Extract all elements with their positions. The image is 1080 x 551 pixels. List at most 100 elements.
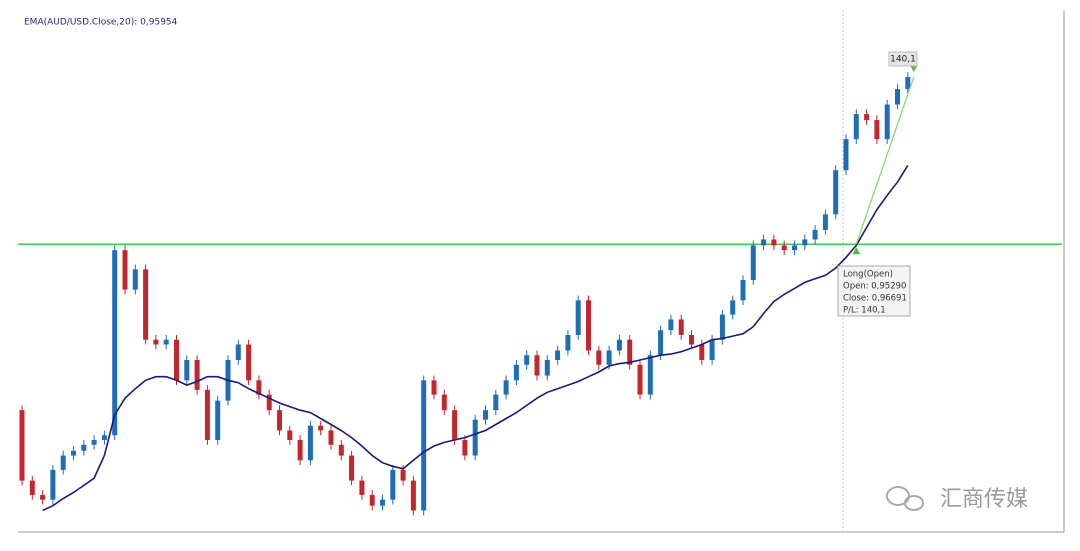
candle-body [534,355,540,376]
candle-body [400,469,406,481]
candle-body [627,339,633,365]
candle-body [421,380,427,511]
candle-body [153,339,159,345]
candle-body [864,114,870,121]
candle-body [719,314,725,340]
candle-body [101,435,107,441]
candle-body [503,380,509,395]
ema-line [42,164,909,512]
candle-body [565,334,571,351]
close-arrow [909,64,918,72]
pl-label: 140,1 [890,55,916,65]
candle-body [637,364,643,395]
candle-body [761,239,767,246]
candle-body [802,239,808,246]
candle-body [843,139,849,171]
tooltip-line: Open: 0,95290 [843,282,906,292]
candle-body [204,389,210,441]
candle-body [112,250,118,436]
candle-body [266,394,272,411]
candle-body [483,410,488,420]
candle-body [369,494,375,506]
trade-line [855,76,915,245]
candle-body [91,440,97,445]
candle-body [19,410,25,481]
indicator-label: EMA(AUD/USD.Close,20): 0,95954 [24,18,178,28]
candle-body [163,339,169,345]
candle-body [596,350,602,365]
candle-body [555,350,561,361]
tooltip-line: Long(Open) [843,270,893,280]
candle-body [586,300,591,351]
candle-body [328,430,334,445]
watermark: 汇商传媒 [940,487,1028,512]
candle-body [132,269,138,290]
candle-body [678,319,684,335]
candle-body [792,245,797,251]
candle-body [359,480,365,495]
candle-body [287,430,293,441]
candle-body [781,245,787,251]
candle-body [441,394,447,411]
candle-body [462,440,468,456]
candle-body [647,355,653,395]
candle-body [277,410,282,431]
candle-body [740,280,746,301]
candle-body [390,469,396,500]
candle-body [833,170,839,215]
candle-body [307,425,313,461]
candle-body [29,480,35,495]
candle-body [71,450,76,456]
candle-body [410,480,416,511]
candle-body [143,269,149,340]
candle-body [472,419,478,456]
candle-body [40,494,46,500]
candle-body [297,440,303,461]
candle-body [689,334,694,345]
candle-body [122,250,128,290]
candle-body [884,104,890,140]
candle-body [318,425,324,431]
candle-body [524,355,530,365]
candle-body [215,400,221,441]
tooltip-line: P/L: 140,1 [843,306,886,316]
tooltip-line: Close: 0,96691 [843,294,907,304]
marks [18,64,1062,516]
tooltip-box [837,265,911,317]
candle-body [513,364,519,381]
candle-body [699,344,705,361]
candle-body [174,339,179,381]
candle-body [544,360,550,376]
candle-body [184,360,190,381]
candle-body [431,380,437,395]
candle-body [338,444,344,456]
candle-body [50,469,56,500]
candle-body [709,339,715,361]
candle-body [380,499,385,506]
candle-body [575,300,581,335]
watermark-icon [886,486,924,511]
pl-box [888,51,918,67]
candle-body [658,330,664,356]
candle-body [730,300,736,315]
candle-body [452,410,458,441]
candle-body [349,455,355,481]
candle-body [235,344,241,361]
candle-body [60,455,66,470]
candle-body [194,360,200,390]
candle-body [606,350,612,365]
candle-body [771,239,777,246]
candle-body [81,444,87,451]
candle-body [493,394,499,411]
candle-body [822,214,828,230]
candle-body [668,319,674,331]
candle-body [905,77,911,90]
candle-body [616,339,622,351]
candle-body [874,120,880,140]
candle-body [812,229,818,240]
candle-body [246,344,252,381]
candle-body [256,380,262,395]
candle-body [750,245,756,281]
